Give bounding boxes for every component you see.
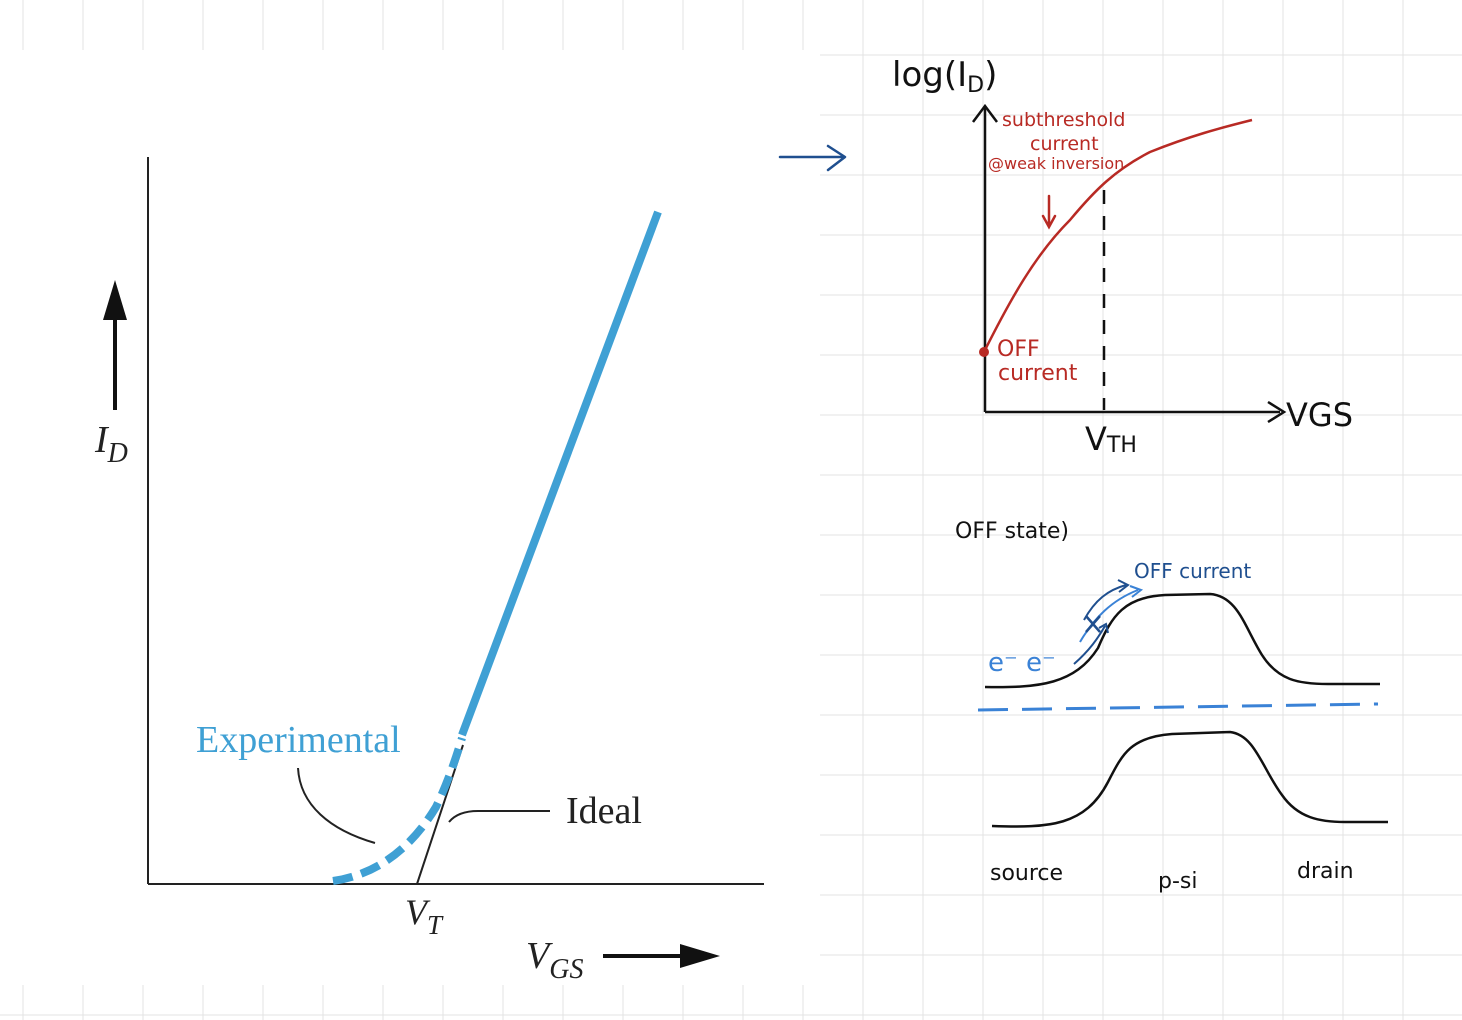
subthreshold-label-line1: subthreshold bbox=[1002, 109, 1125, 131]
experimental-curve-solid bbox=[458, 210, 662, 737]
id-axis-label: ID bbox=[94, 419, 128, 469]
textbook-figure-panel bbox=[0, 50, 820, 985]
electron-path-arrow-blocked bbox=[1073, 625, 1106, 665]
fermi-level-dashed bbox=[977, 702, 1379, 712]
off-state-title: OFF state) bbox=[955, 519, 1069, 544]
right-arrow-icon bbox=[778, 144, 847, 172]
sketch-x-arrow-icon bbox=[1267, 400, 1287, 424]
sketch-y-arrow-icon bbox=[972, 103, 998, 123]
textbook-id-vgs-figure: ID VGS VT Experimental Ideal bbox=[94, 157, 764, 985]
electron-arrow-head-icon-2 bbox=[1129, 585, 1144, 598]
off-current-label: OFF current bbox=[1134, 559, 1251, 583]
valence-band-curve bbox=[991, 730, 1388, 828]
vgs-axis-label: VGS bbox=[526, 935, 583, 985]
vgs-arrow-head-icon bbox=[680, 944, 720, 968]
drain-label: drain bbox=[1297, 859, 1354, 884]
p-si-label: p-si bbox=[1158, 869, 1197, 894]
ideal-leader-line bbox=[448, 810, 550, 823]
source-label: source bbox=[990, 861, 1063, 886]
blocked-cross-icon bbox=[1085, 615, 1101, 633]
subthreshold-label-line2: current bbox=[1030, 133, 1099, 155]
experimental-leader-line bbox=[297, 767, 376, 844]
electron-arrow-head-icon-3 bbox=[1098, 622, 1109, 634]
experimental-label: Experimental bbox=[196, 719, 401, 761]
subthreshold-curve bbox=[982, 118, 1253, 353]
electron-arrow-head-icon-1 bbox=[1117, 579, 1130, 593]
sketch-vgs-label: VGS bbox=[1286, 396, 1353, 434]
log-id-vgs-sketch: log(ID) VGS VTH subthreshold current @we… bbox=[892, 55, 1353, 458]
ideal-label: Ideal bbox=[566, 790, 642, 832]
electrons-label: e⁻ e⁻ bbox=[988, 648, 1056, 678]
subthreshold-label-line3: @weak inversion bbox=[988, 154, 1124, 173]
off-current-label-line1: OFF bbox=[997, 337, 1040, 362]
off-current-point bbox=[979, 347, 989, 357]
vt-label: VT bbox=[405, 892, 444, 940]
experimental-curve-dashed bbox=[332, 736, 466, 885]
electron-path-arrow-mid bbox=[1079, 589, 1139, 643]
off-current-label-line2: current bbox=[998, 361, 1078, 386]
off-state-band-diagram: OFF state) OFF current e⁻ e⁻ source p-si… bbox=[955, 519, 1388, 894]
conduction-band-curve bbox=[984, 592, 1380, 689]
down-arrow-icon bbox=[1041, 194, 1057, 230]
vth-label: VTH bbox=[1085, 420, 1137, 458]
id-arrow-head-icon bbox=[103, 280, 127, 320]
log-id-axis-label: log(ID) bbox=[892, 55, 997, 98]
